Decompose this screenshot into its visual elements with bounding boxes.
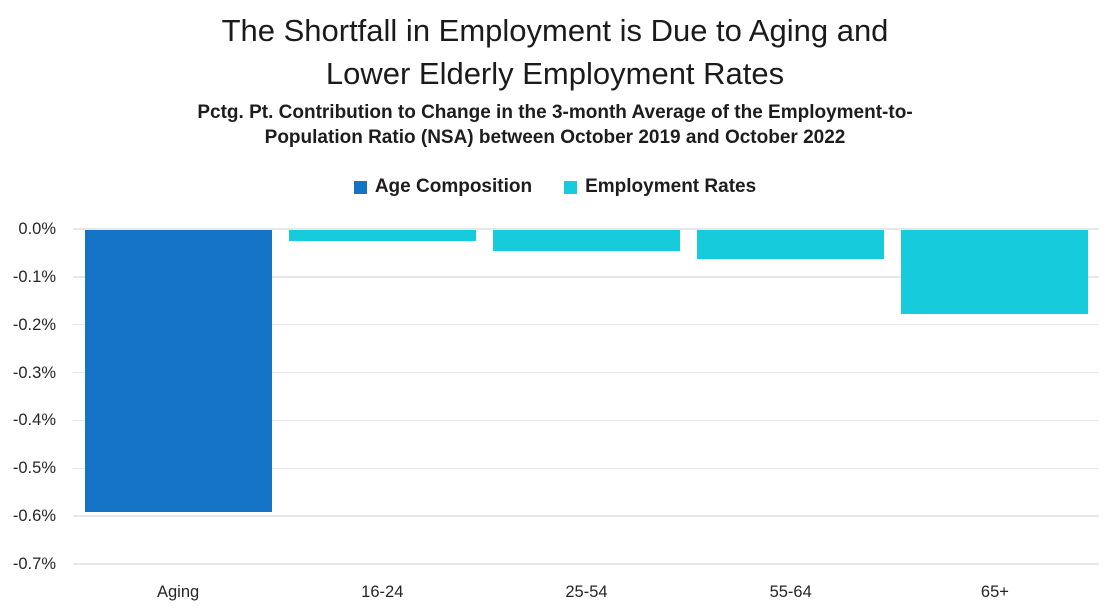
gridline bbox=[73, 276, 1099, 278]
x-axis-label-25-54: 25-54 bbox=[565, 583, 608, 601]
gridline bbox=[73, 419, 1099, 422]
y-tick-label: -0.3% bbox=[12, 363, 56, 382]
gridline bbox=[73, 371, 1099, 374]
gridline bbox=[73, 228, 1099, 230]
legend: Age Composition Employment Rates bbox=[0, 175, 1110, 199]
legend-label-employment-rates: Employment Rates bbox=[585, 176, 757, 197]
gridline bbox=[73, 515, 1099, 517]
y-tick-label: -0.6% bbox=[12, 507, 56, 526]
bars-layer bbox=[76, 229, 1097, 564]
x-axis-label-aging: Aging bbox=[156, 583, 200, 601]
age-composition-swatch-icon bbox=[353, 180, 367, 194]
y-tick-label: -0.2% bbox=[12, 315, 56, 334]
chart-subtitle: Pctg. Pt. Contribution to Change in the … bbox=[0, 100, 1110, 150]
y-tick-label: -0.4% bbox=[12, 411, 56, 430]
bar-25-54 bbox=[493, 230, 680, 252]
chart-title-line1: The Shortfall in Employment is Due to Ag… bbox=[221, 13, 889, 48]
x-axis-label-55-64: 55-64 bbox=[769, 583, 812, 601]
chart-subtitle-line1: Pctg. Pt. Contribution to Change in the … bbox=[197, 102, 913, 123]
plot-area: 0.0% -0.1% -0.2% -0.3% -0.4% -0.5% -0.6% -0.7% … bbox=[13, 220, 1099, 601]
bar-65 bbox=[901, 230, 1089, 314]
legend-label-age-composition: Age Composition bbox=[374, 176, 533, 197]
gridline bbox=[73, 323, 1099, 326]
chart-title: The Shortfall in Employment is Due to Ag… bbox=[0, 9, 1110, 95]
y-tick-label: -0.7% bbox=[12, 555, 56, 573]
employment-rates-swatch-icon bbox=[564, 180, 578, 194]
chart-title-line2: Lower Elderly Employment Rates bbox=[325, 56, 785, 91]
x-axis-label-16-24: 16-24 bbox=[361, 583, 404, 601]
bar-55-64 bbox=[697, 230, 885, 259]
legend-item-age-composition: Age Composition bbox=[353, 176, 533, 198]
chart-subtitle-line2: Population Ratio (NSA) between October 2… bbox=[264, 127, 846, 148]
x-axis-labels: Aging 16-24 25-54 55-64 65+ bbox=[76, 581, 1097, 603]
gridline bbox=[73, 563, 1099, 565]
gridline bbox=[73, 467, 1099, 470]
x-axis-label-65: 65+ bbox=[980, 583, 1009, 601]
y-tick-label: -0.5% bbox=[12, 459, 56, 478]
y-tick-label: 0.0% bbox=[18, 220, 56, 238]
bar-16-24 bbox=[288, 230, 476, 241]
legend-item-employment-rates: Employment Rates bbox=[564, 176, 756, 198]
bar-aging bbox=[84, 230, 272, 513]
y-tick-label: -0.1% bbox=[12, 267, 56, 286]
